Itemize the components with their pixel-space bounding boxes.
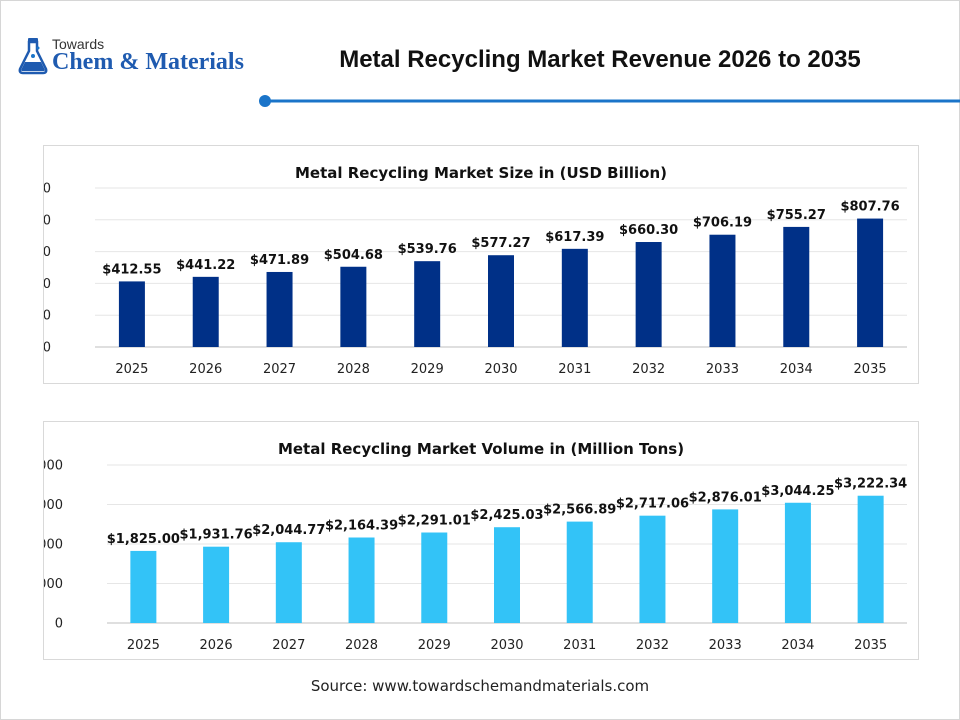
bar-2026 [192,276,219,347]
data-label-2032: $660.30 [619,223,678,238]
bar-2030 [488,255,514,347]
chart-title: Metal Recycling Market Size in (USD Bill… [295,164,667,182]
data-label-2027: $471.89 [250,253,309,268]
x-tick-label-2031: 2031 [558,362,591,377]
x-tick-label-2033: 2033 [706,362,739,377]
y-tick-label: 400 [44,277,51,292]
x-tick-label-2028: 2028 [337,362,370,377]
x-tick-label-2032: 2032 [636,638,669,653]
x-tick-label-2029: 2029 [418,638,451,653]
source-credit: Source: www.towardschemandmaterials.com [310,677,650,695]
bar-2033 [712,509,739,623]
x-tick-label-2033: 2033 [709,638,742,653]
bar-2028 [348,537,375,623]
data-label-2030: $2,425.03 [470,508,543,523]
x-tick-label-2025: 2025 [127,638,160,653]
brand-name-large: Chem & Materials [52,49,244,75]
y-tick-label: 0 [55,617,63,632]
data-label-2025: $1,825.00 [107,532,180,547]
data-label-2025: $412.55 [102,262,161,277]
bar-2034 [783,226,810,347]
x-tick-label-2035: 2035 [854,638,887,653]
x-tick-label-2034: 2034 [781,638,814,653]
x-tick-label-2026: 2026 [189,362,222,377]
x-tick-label-2025: 2025 [115,362,148,377]
data-label-2028: $2,164.39 [325,519,398,534]
market-size-chart: Metal Recycling Market Size in (USD Bill… [43,145,919,384]
bar-2027 [266,271,293,347]
data-label-2029: $2,291.01 [398,514,471,529]
bar-2030 [494,527,520,623]
data-label-2031: $2,566.89 [543,503,616,518]
data-label-2031: $617.39 [545,230,604,245]
bar-2029 [421,532,448,623]
x-tick-label-2027: 2027 [263,362,296,377]
flask-icon [18,38,48,75]
bar-2027 [275,542,302,623]
bar-2032 [635,242,662,347]
data-label-2033: $2,876.01 [689,490,762,505]
brand-logo: Towards Chem & Materials [16,34,266,82]
x-tick-label-2026: 2026 [200,638,233,653]
bar-2032 [639,515,666,623]
market-volume-chart: Metal Recycling Market Volume in (Millio… [43,421,919,660]
market-size-chart-svg: Metal Recycling Market Size in (USD Bill… [44,164,907,377]
data-label-2034: $3,044.25 [761,484,834,499]
bar-2035 [857,495,884,623]
bar-2026 [203,546,230,623]
bar-2034 [784,502,811,623]
x-tick-label-2030: 2030 [484,362,517,377]
x-tick-label-2027: 2027 [272,638,305,653]
bar-2031 [561,248,588,347]
y-tick-label: 600 [44,245,51,260]
bar-2025 [130,550,157,623]
y-tick-label: 1000 [44,182,51,197]
title-underline [259,95,960,107]
data-label-2035: $3,222.34 [834,477,907,492]
bar-2028 [340,266,367,347]
data-label-2026: $1,931.76 [179,528,252,543]
x-tick-label-2035: 2035 [854,362,887,377]
y-tick-label: 800 [44,213,51,228]
y-tick-label: 2000 [44,538,63,553]
x-tick-label-2028: 2028 [345,638,378,653]
data-label-2035: $807.76 [840,200,899,215]
data-label-2029: $539.76 [398,242,457,257]
x-tick-label-2034: 2034 [780,362,813,377]
data-label-2028: $504.68 [324,248,383,263]
y-tick-label: 200 [44,309,51,324]
bar-2029 [414,261,441,347]
x-tick-label-2030: 2030 [490,638,523,653]
market-volume-chart-svg: Metal Recycling Market Volume in (Millio… [44,440,907,653]
y-tick-label: 4000 [44,459,63,474]
bar-2035 [857,218,884,347]
chart-title: Metal Recycling Market Volume in (Millio… [278,440,684,458]
data-label-2026: $441.22 [176,258,235,273]
bar-2033 [709,234,736,347]
data-label-2033: $706.19 [693,216,752,231]
data-label-2030: $577.27 [471,236,530,251]
bar-2025 [118,281,145,347]
y-tick-label: 3000 [44,498,63,513]
page-title: Metal Recycling Market Revenue 2026 to 2… [339,46,861,73]
x-tick-label-2032: 2032 [632,362,665,377]
data-label-2027: $2,044.77 [252,523,325,538]
bar-2031 [566,521,593,623]
y-tick-label: 0 [44,341,51,356]
data-label-2034: $755.27 [767,208,826,223]
x-tick-label-2031: 2031 [563,638,596,653]
data-label-2032: $2,717.06 [616,497,689,512]
y-tick-label: 1000 [44,577,63,592]
brand-name-small: Towards [52,36,105,52]
x-tick-label-2029: 2029 [411,362,444,377]
